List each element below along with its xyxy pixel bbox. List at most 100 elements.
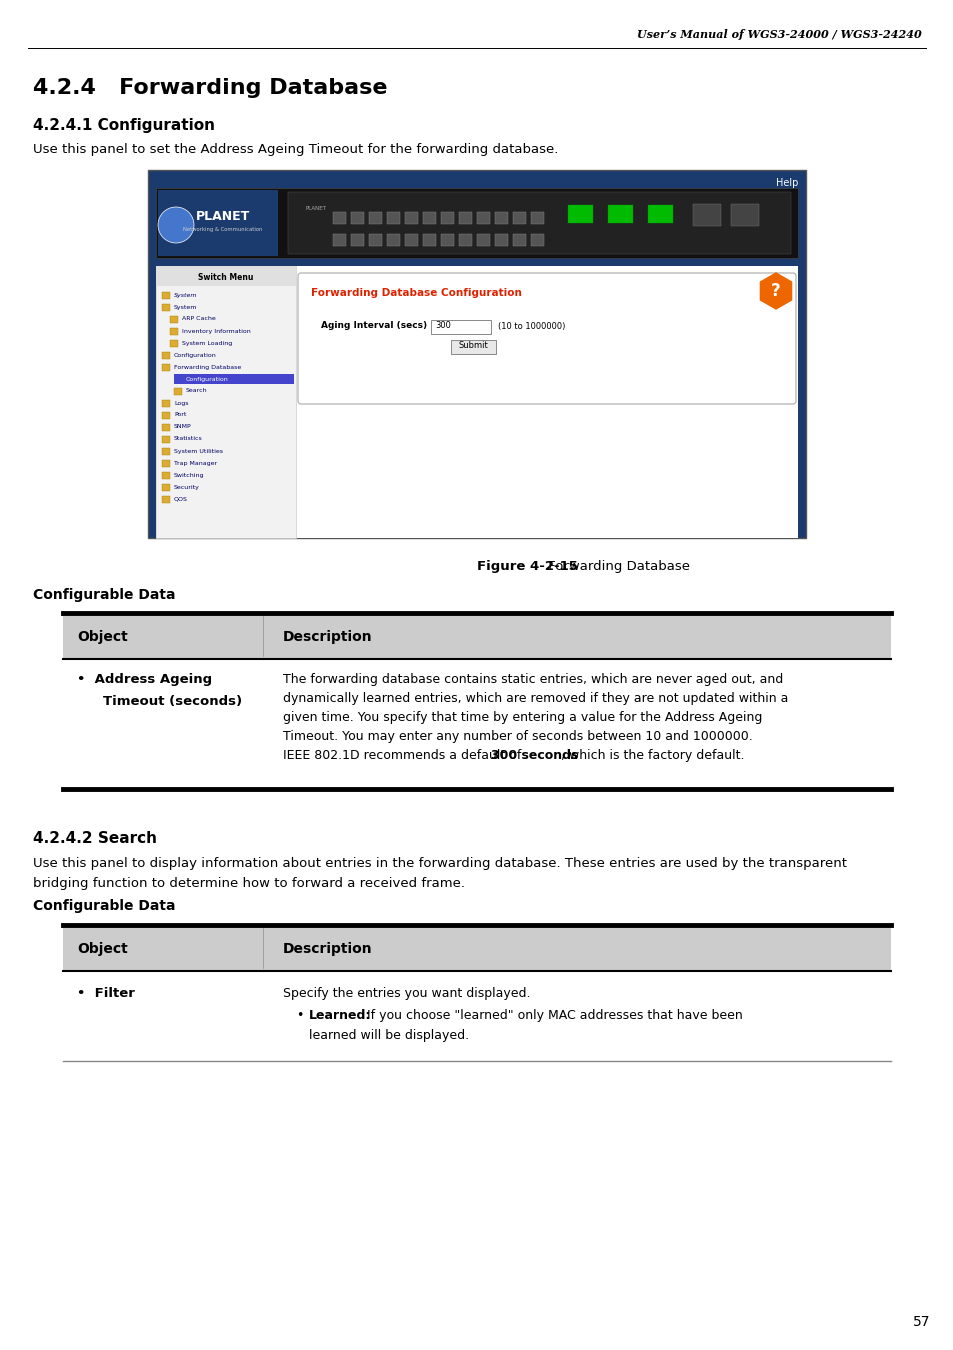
Bar: [513, 212, 525, 224]
Bar: [333, 234, 346, 246]
Text: Forwarding Database: Forwarding Database: [543, 560, 689, 572]
Bar: [495, 212, 507, 224]
Bar: [458, 234, 472, 246]
Bar: [387, 212, 399, 224]
Bar: [458, 212, 472, 224]
Text: System: System: [173, 305, 197, 309]
Bar: [173, 387, 182, 396]
Text: Help: Help: [775, 178, 797, 188]
FancyBboxPatch shape: [297, 273, 795, 404]
Bar: [162, 424, 170, 431]
Text: System Loading: System Loading: [182, 340, 232, 346]
Bar: [387, 234, 399, 246]
Text: Networking & Communication: Networking & Communication: [183, 228, 262, 232]
Bar: [170, 340, 178, 347]
Bar: [647, 205, 672, 223]
Bar: [148, 170, 805, 539]
Bar: [156, 188, 797, 258]
Text: Forwarding Database: Forwarding Database: [173, 364, 241, 370]
Text: 300: 300: [435, 321, 451, 331]
Text: •  Address Ageing: • Address Ageing: [77, 674, 212, 686]
Bar: [513, 234, 525, 246]
Text: , which is the factory default.: , which is the factory default.: [560, 749, 743, 761]
Text: (10 to 1000000): (10 to 1000000): [497, 321, 565, 331]
Bar: [162, 448, 170, 455]
Text: Inventory Information: Inventory Information: [182, 328, 251, 333]
Bar: [162, 364, 170, 371]
Bar: [495, 234, 507, 246]
Bar: [531, 234, 543, 246]
Text: bridging function to determine how to forward a received frame.: bridging function to determine how to fo…: [33, 878, 464, 890]
Bar: [63, 925, 890, 971]
Bar: [162, 472, 170, 479]
Bar: [422, 234, 436, 246]
Text: 57: 57: [912, 1315, 930, 1328]
Text: Statistics: Statistics: [173, 436, 203, 441]
Text: User’s Manual of WGS3-24000 / WGS3-24240: User’s Manual of WGS3-24000 / WGS3-24240: [637, 30, 921, 40]
Bar: [162, 495, 170, 504]
Bar: [351, 212, 364, 224]
Text: Configurable Data: Configurable Data: [33, 589, 175, 602]
Text: Object: Object: [77, 630, 128, 644]
Text: Security: Security: [173, 485, 200, 490]
Bar: [333, 212, 346, 224]
Text: Use this panel to set the Address Ageing Timeout for the forwarding database.: Use this panel to set the Address Ageing…: [33, 143, 558, 157]
Bar: [156, 266, 797, 539]
Text: Logs: Logs: [173, 401, 189, 405]
Bar: [431, 320, 491, 333]
Bar: [162, 436, 170, 443]
Text: SNMP: SNMP: [173, 424, 192, 429]
Bar: [162, 460, 170, 467]
Text: Learned:: Learned:: [309, 1008, 371, 1022]
Circle shape: [158, 207, 193, 243]
Text: Description: Description: [283, 630, 373, 644]
Bar: [567, 205, 593, 223]
Text: Configuration: Configuration: [186, 377, 229, 382]
Text: Specify the entries you want displayed.: Specify the entries you want displayed.: [283, 987, 530, 1000]
Text: QOS: QOS: [173, 497, 188, 501]
Text: ARP Cache: ARP Cache: [182, 316, 215, 321]
Text: ?: ?: [770, 282, 781, 300]
Bar: [451, 340, 496, 354]
Bar: [440, 212, 454, 224]
Text: Configuration: Configuration: [173, 352, 216, 358]
Bar: [162, 485, 170, 491]
Bar: [162, 352, 170, 359]
Text: System Utilities: System Utilities: [173, 448, 223, 454]
Text: learned will be displayed.: learned will be displayed.: [309, 1029, 469, 1042]
Bar: [531, 212, 543, 224]
Text: PLANET: PLANET: [195, 209, 250, 223]
Text: •: •: [296, 1008, 312, 1022]
Bar: [476, 212, 490, 224]
Text: Search: Search: [186, 389, 208, 393]
Text: •  Filter: • Filter: [77, 987, 134, 1000]
Text: Configurable Data: Configurable Data: [33, 899, 175, 913]
Bar: [476, 234, 490, 246]
Bar: [607, 205, 633, 223]
Bar: [440, 234, 454, 246]
Bar: [170, 316, 178, 323]
Text: PLANET: PLANET: [306, 205, 327, 211]
Text: Trap Manager: Trap Manager: [173, 460, 217, 466]
Bar: [158, 190, 277, 256]
Text: dynamically learned entries, which are removed if they are not updated within a: dynamically learned entries, which are r…: [283, 693, 787, 705]
Bar: [162, 292, 170, 298]
Text: System: System: [173, 293, 197, 297]
Bar: [730, 204, 759, 225]
Text: Description: Description: [283, 942, 373, 956]
Bar: [63, 613, 890, 659]
Text: Switch Menu: Switch Menu: [198, 273, 253, 282]
Text: 4.2.4   Forwarding Database: 4.2.4 Forwarding Database: [33, 78, 387, 99]
Polygon shape: [760, 273, 791, 309]
Text: Figure 4-2-15: Figure 4-2-15: [476, 560, 578, 572]
Text: 4.2.4.1 Configuration: 4.2.4.1 Configuration: [33, 117, 214, 134]
Bar: [288, 192, 790, 254]
Bar: [156, 266, 295, 539]
Text: Port: Port: [173, 413, 186, 417]
Text: Aging Interval (secs): Aging Interval (secs): [320, 321, 427, 331]
Text: The forwarding database contains static entries, which are never aged out, and: The forwarding database contains static …: [283, 674, 782, 686]
Text: Submit: Submit: [457, 342, 487, 351]
Text: 300 seconds: 300 seconds: [491, 749, 578, 761]
Text: Forwarding Database Configuration: Forwarding Database Configuration: [311, 288, 521, 298]
Text: Timeout (seconds): Timeout (seconds): [103, 695, 242, 707]
